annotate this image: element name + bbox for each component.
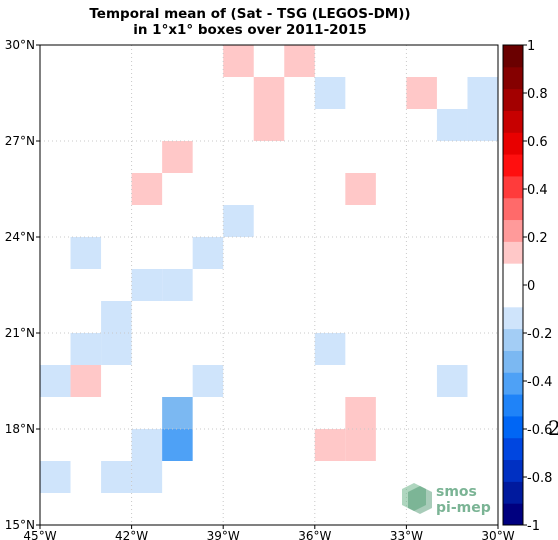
colorbar-segment (503, 459, 523, 482)
data-cell (314, 429, 346, 461)
y-axis-ticks: 15°N 18°N 21°N 24°N 27°N 30°N (5, 38, 40, 532)
x-tick-label: 33°W (390, 529, 423, 540)
colorbar-segment (503, 110, 523, 133)
data-cell (70, 333, 102, 365)
logo-mark-icon (402, 483, 426, 511)
data-cells (40, 45, 498, 493)
data-cell (131, 461, 163, 493)
data-cell (192, 365, 224, 397)
data-cell (101, 301, 132, 333)
data-cell (345, 397, 376, 429)
data-cell (131, 173, 163, 205)
colorbar-segment (503, 372, 523, 395)
colorbar-segment (503, 132, 523, 155)
data-cell (314, 333, 346, 365)
data-cell (101, 461, 132, 493)
colorbar-tick-label: -0.2 (527, 327, 552, 342)
data-cell (162, 397, 193, 429)
colorbar-segment (503, 197, 523, 221)
data-cell (162, 429, 193, 461)
data-cell (406, 77, 437, 109)
data-cell (70, 237, 102, 269)
data-cell (253, 109, 285, 141)
colorbar-segment (503, 66, 523, 90)
colorbar-segment (503, 394, 523, 417)
colorbar-tick-label: -0.8 (527, 471, 552, 486)
data-cell (436, 109, 468, 141)
edge-glyph: 2 (548, 416, 558, 440)
colorbar-tick-label: 0.2 (527, 231, 548, 246)
data-cell (70, 365, 102, 397)
y-tick-label: 18°N (5, 422, 35, 436)
data-cell (253, 77, 285, 109)
data-cell (192, 237, 224, 269)
data-cell (223, 205, 254, 237)
data-cell (345, 173, 376, 205)
data-cell (284, 45, 315, 77)
colorbar-tick-label: -0.4 (527, 375, 552, 390)
colorbar-segment (503, 45, 523, 68)
data-cell (131, 429, 163, 461)
logo-text-smos: smos (436, 484, 477, 500)
colorbar-tick-label: 0.8 (527, 87, 548, 102)
x-tick-label: 39°W (207, 529, 240, 540)
colorbar-tick-label: 0 (527, 279, 535, 294)
data-cell (314, 77, 346, 109)
y-tick-label: 15°N (5, 518, 35, 532)
colorbar-tick-label: 0.4 (527, 183, 548, 198)
colorbar-segment (503, 503, 523, 526)
colorbar (503, 45, 523, 526)
colorbar-segment (503, 219, 523, 242)
colorbar-segment (503, 88, 523, 111)
data-cell (162, 269, 193, 301)
colorbar-tick-label: 1 (527, 39, 535, 54)
data-cell (162, 141, 193, 173)
x-tick-label: 42°W (115, 529, 148, 540)
colorbar-segment (503, 328, 523, 351)
data-cell (40, 365, 71, 397)
colorbar-segment (503, 285, 523, 308)
map-title-line1: Temporal mean of (Sat - TSG (LEGOS-DM)) (89, 6, 411, 22)
colorbar-segment (503, 437, 523, 461)
y-tick-label: 24°N (5, 230, 35, 244)
colorbar-tick-label: -1 (527, 519, 540, 534)
map-frame (39, 44, 499, 526)
logo-mark-shadow-icon (408, 486, 432, 514)
colorbar-segment (503, 263, 523, 286)
data-cell (223, 45, 254, 77)
colorbar-segment (503, 415, 523, 439)
y-tick-label: 30°N (5, 38, 35, 52)
x-axis-ticks: 45°W 42°W 39°W 36°W 33°W 30°W (23, 525, 515, 540)
x-tick-label: 36°W (298, 529, 331, 540)
data-cell (467, 109, 498, 141)
x-tick-label: 30°W (481, 529, 514, 540)
x-tick-label: 45°W (23, 529, 56, 540)
colorbar-tick-label: -0.6 (527, 423, 552, 438)
colorbar-segment (503, 154, 523, 177)
data-cell (436, 365, 468, 397)
colorbar-ticks: 1 0.8 0.6 0.4 0.2 0 -0.2 -0.4 -0.6 -0.8 -1 (523, 39, 552, 534)
data-cell (40, 461, 71, 493)
data-cell (131, 269, 163, 301)
data-cell (101, 333, 132, 365)
colorbar-segment (503, 350, 523, 373)
logo-text-pimep: pi-mep (436, 500, 491, 516)
data-cell (345, 429, 376, 461)
colorbar-tick-label: 0.6 (527, 135, 548, 150)
colorbar-segment (503, 306, 523, 330)
y-tick-label: 21°N (5, 326, 35, 340)
smos-logo: smos pi-mep (402, 483, 491, 516)
colorbar-segment (503, 481, 523, 504)
data-cell (467, 77, 498, 109)
map-title-line2: in 1°x1° boxes over 2011-2015 (133, 22, 367, 38)
colorbar-segment (503, 241, 523, 264)
y-tick-label: 27°N (5, 134, 35, 148)
colorbar-segment (503, 175, 523, 199)
